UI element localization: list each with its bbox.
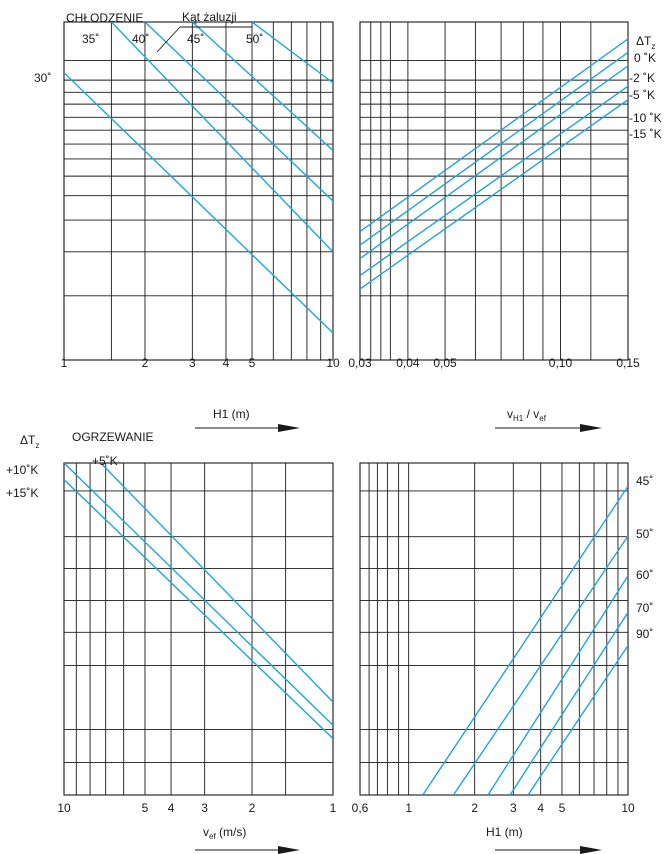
series-top_left-35 xyxy=(110,22,333,253)
frame-bottom_right xyxy=(359,462,629,796)
h1-axis-label-top: H1 (m) xyxy=(213,407,250,421)
tick-bottom_left: 5 xyxy=(142,801,149,815)
series-bottom_right-45 xyxy=(422,485,628,795)
tick-bottom_left: 1 xyxy=(330,801,337,815)
angle-30-label: 30˚ xyxy=(34,71,51,85)
angle-50-label: 50˚ xyxy=(246,32,263,46)
series-bottom_right-90 xyxy=(527,645,628,795)
panel-bottom_right: 0,6 1 2 3 4 5 10 xyxy=(352,462,635,815)
tick-top_right: 0,15 xyxy=(616,356,640,370)
series-bottom_right-70 xyxy=(509,612,628,795)
angle-45-label: 45˚ xyxy=(187,32,204,46)
tick-top_left: 1 xyxy=(61,356,68,370)
angle-b50-label: 50˚ xyxy=(636,527,653,541)
panel-bottom_left: 10 5 4 3 2 1 xyxy=(57,462,337,815)
panel-top_left: 1 2 3 4 5 10 xyxy=(61,21,340,370)
dt-m5-label: -5 ˚K xyxy=(629,88,655,102)
series-top_left-50 xyxy=(251,22,333,84)
tick-bottom_left: 3 xyxy=(201,801,208,815)
tick-bottom_right: 2 xyxy=(471,801,478,815)
series-top_left-40 xyxy=(144,22,333,202)
tick-top_right: 0,04 xyxy=(396,356,420,370)
tick-bottom_right: 4 xyxy=(537,801,544,815)
dt-p10-label: +10˚K xyxy=(6,463,38,477)
series-bottom_right-50 xyxy=(452,535,628,795)
series-top_left-45 xyxy=(191,22,333,151)
vh1-arrow-head xyxy=(580,424,602,432)
angle-b70-label: 70˚ xyxy=(636,601,653,615)
tick-top_right: 0,05 xyxy=(433,356,457,370)
series-bottom_left-+15K xyxy=(64,479,333,740)
dtz-bottom-label: ΔTz xyxy=(20,433,39,450)
series-bottom_left-+5K xyxy=(100,463,333,703)
tick-bottom_right: 3 xyxy=(510,801,517,815)
dt-0-label: 0 ˚K xyxy=(634,51,656,65)
series-top_right--5K xyxy=(360,65,628,260)
dt-m10-label: -10 ˚K xyxy=(629,111,662,125)
h1-arrow-head-bottom xyxy=(580,846,602,854)
cooling-title: CHŁODZENIE xyxy=(66,11,143,25)
series-top_right--2K xyxy=(360,51,628,246)
h1-axis-label-bottom: H1 (m) xyxy=(486,825,523,839)
angle-b45-label: 45˚ xyxy=(636,474,653,488)
h1-arrow-head-top xyxy=(278,424,300,432)
series-top_left-30 xyxy=(64,72,333,334)
dt-m2-label: -2 ˚K xyxy=(629,71,655,85)
tick-bottom_right: 5 xyxy=(559,801,566,815)
tick-top_left: 2 xyxy=(142,356,149,370)
panel-top_right: 0,03 0,04 0,05 0,10 0,15 xyxy=(348,21,640,370)
tick-bottom_right: 0,6 xyxy=(352,801,369,815)
tick-bottom_right: 10 xyxy=(621,801,635,815)
tick-top_left: 5 xyxy=(249,356,256,370)
tick-bottom_left: 2 xyxy=(249,801,256,815)
angle-b60-label: 60˚ xyxy=(636,568,653,582)
frame-bottom_left xyxy=(63,462,334,796)
series-bottom_right-60 xyxy=(487,575,628,795)
vef-arrow-head xyxy=(278,846,300,854)
angle-40-label: 40˚ xyxy=(132,32,149,46)
tick-bottom_left: 10 xyxy=(57,801,71,815)
tick-top_right: 0,03 xyxy=(348,356,372,370)
louver-angle-label: Kąt żaluzji xyxy=(182,10,237,24)
angle-35-label: 35˚ xyxy=(82,32,99,46)
vef-axis-label: vef (m/s) xyxy=(203,825,246,841)
series-top_right-0K xyxy=(360,38,628,233)
vh1-vef-axis-label: vH1 / vef xyxy=(507,407,547,423)
tick-top_left: 10 xyxy=(326,356,340,370)
tick-bottom_left: 4 xyxy=(168,801,175,815)
angle-b90-label: 90˚ xyxy=(636,627,653,641)
dt-p15-label: +15˚K xyxy=(6,486,38,500)
dt-p5-label: +5˚K xyxy=(92,454,118,468)
louver-leader-diag xyxy=(156,26,181,53)
tick-top_right: 0,10 xyxy=(549,356,573,370)
tick-bottom_right: 1 xyxy=(405,801,412,815)
series-bottom_left-+10K xyxy=(64,463,333,726)
series-top_right--15K xyxy=(360,99,628,290)
heating-title: OGRZEWANIE xyxy=(72,430,154,444)
tick-top_left: 4 xyxy=(223,356,230,370)
series-top_right--10K xyxy=(360,85,628,277)
frame-top_right xyxy=(359,21,629,361)
dt-m15-label: -15 ˚K xyxy=(629,127,662,141)
dtz-top-label: ΔTz xyxy=(636,34,655,51)
tick-top_left: 3 xyxy=(189,356,196,370)
